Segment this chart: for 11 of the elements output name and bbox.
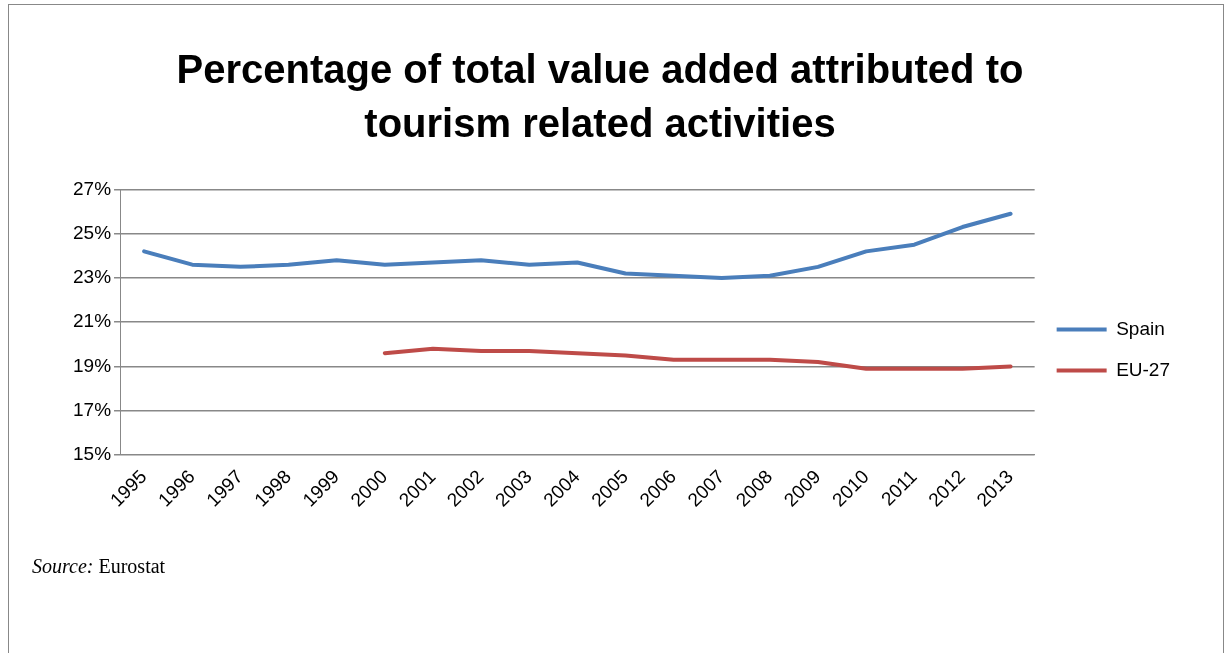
legend-label: Spain: [1116, 317, 1165, 339]
legend-label: EU-27: [1116, 358, 1170, 380]
y-tick-label: 23%: [73, 266, 112, 288]
chart-title: Percentage of total value added attributed to tourism related activities: [175, 46, 1025, 147]
y-tick-label: 15%: [73, 443, 112, 465]
y-tick-label: 27%: [73, 177, 112, 199]
y-tick-label: 19%: [73, 354, 112, 376]
source-note: Source: Eurostat: [32, 555, 166, 578]
y-tick-label: 25%: [73, 221, 112, 243]
y-tick-label: 17%: [73, 398, 112, 420]
y-tick-label: 21%: [73, 310, 112, 332]
